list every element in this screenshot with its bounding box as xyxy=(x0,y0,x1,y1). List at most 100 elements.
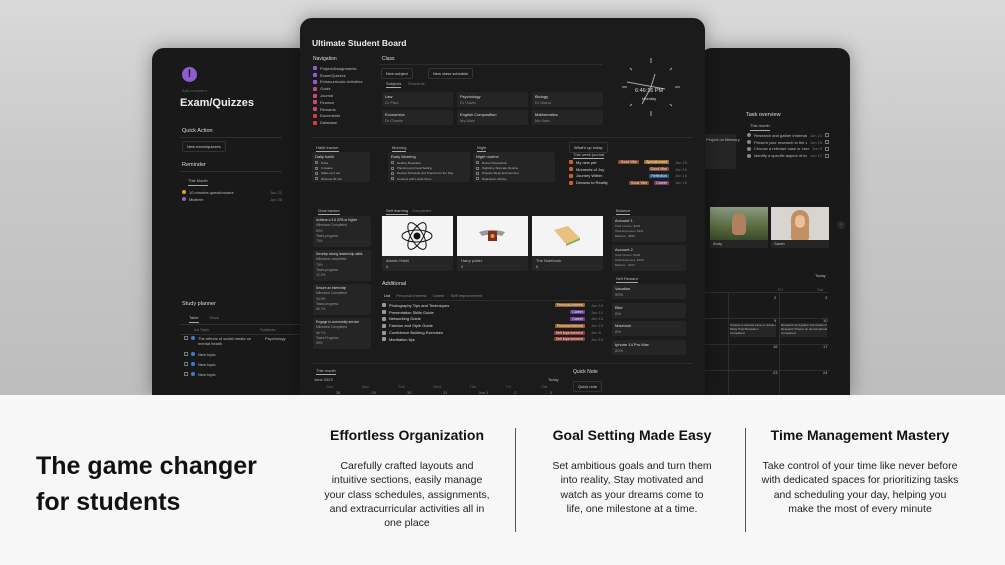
tab-personal-interest[interactable]: Personal Interest xyxy=(396,293,427,298)
checklist-item[interactable]: Connect with Loved Ones xyxy=(391,176,467,181)
goal-card[interactable]: Secure an internship Milestone Completed 3… xyxy=(313,284,371,315)
next-arrow-button[interactable]: › xyxy=(837,221,845,229)
person-card-sarah[interactable]: Sarah xyxy=(771,207,829,248)
tab-subjects[interactable]: Subjects xyxy=(386,81,402,88)
task-checkbox[interactable] xyxy=(825,140,829,145)
table-row[interactable]: The effects of social media on mental he… xyxy=(184,336,304,349)
additional-item[interactable]: Networking Guide Career Jun 14 xyxy=(382,316,603,323)
account-card[interactable]: Account 2 Total income: $336 Total Expense… xyxy=(612,245,686,271)
today-button[interactable]: Today xyxy=(548,377,559,382)
calendar-event[interactable]: Research and gather information fr... Res… xyxy=(781,323,827,337)
subject-card[interactable]: Psychology Dr Gavin xyxy=(457,92,528,107)
tab-self-learning[interactable]: Self learning xyxy=(386,208,409,215)
nav-item[interactable]: Extracurricular Activities xyxy=(313,79,373,86)
additional-item[interactable]: Photography Tips and Techniques Personal … xyxy=(382,302,603,309)
today-button[interactable]: Today xyxy=(815,273,826,278)
checklist-item[interactable]: Nighttime Skincare Routine xyxy=(476,165,552,170)
checkbox[interactable] xyxy=(315,177,318,181)
checklist-item[interactable]: Prepare Sleep Environment xyxy=(476,171,552,176)
reward-card[interactable]: Macbook 0% xyxy=(612,321,686,336)
goal-card[interactable]: Achieve a 3.8 GPA or higher Milestone Com… xyxy=(313,216,371,247)
tab-career[interactable]: Career xyxy=(432,293,445,298)
checklist-item[interactable]: Dinner Preparation xyxy=(476,160,552,165)
tab-show[interactable]: Show xyxy=(209,315,220,320)
checklist-item[interactable]: Relaxation Activity xyxy=(476,176,552,181)
new-exam-button[interactable]: New exam/quizzes xyxy=(182,141,226,152)
checkbox[interactable] xyxy=(476,171,479,175)
new-subject-button[interactable]: New subject xyxy=(381,68,413,79)
checkbox[interactable] xyxy=(315,161,318,165)
checkbox[interactable] xyxy=(476,166,479,170)
checklist-item[interactable]: Wake up 6 am xyxy=(315,171,367,176)
additional-item[interactable]: Presentation Skills Guide Career Jun 12 xyxy=(382,309,603,316)
subject-card[interactable]: Law Dr Paul xyxy=(382,92,453,107)
reward-card[interactable]: Bike 0% xyxy=(612,302,686,318)
book-card-harry-potter[interactable]: Harry potter 0 xyxy=(457,216,528,271)
tab-this-week-journal[interactable]: This week journal xyxy=(573,152,605,159)
nav-item[interactable]: Goals xyxy=(313,85,373,92)
tab-self-improvement[interactable]: Self Improvement xyxy=(450,293,483,298)
additional-item[interactable]: Meditation tips Self improvement Jun 10 xyxy=(382,336,603,343)
book-card-atomic-habit[interactable]: Atomic Habit 0 xyxy=(382,216,453,271)
checklist-item[interactable]: Planning and Goal Setting xyxy=(391,165,467,170)
checklist-item[interactable]: In bearer xyxy=(315,165,367,170)
whats-up-today-button[interactable]: What's up today xyxy=(569,142,608,153)
person-card-andy[interactable]: Andy xyxy=(710,207,768,248)
new-class-schedule-button[interactable]: New class schedule xyxy=(428,68,474,79)
tab-this-month[interactable]: This Month xyxy=(188,178,208,186)
checklist-item[interactable]: Workout 30 min xyxy=(315,176,367,181)
tab-list[interactable]: List xyxy=(384,293,391,298)
nav-item[interactable]: Journal xyxy=(313,92,373,99)
task-checkbox[interactable] xyxy=(825,153,829,158)
checklist-item[interactable]: Healthy Breakfast xyxy=(391,160,467,165)
checkbox[interactable] xyxy=(315,166,318,170)
nav-item[interactable]: Database xyxy=(313,119,373,126)
subject-card[interactable]: Biology Dr Diana xyxy=(532,92,603,107)
reminder-item[interactable]: Midterm Jun 28 xyxy=(182,196,282,203)
task-item[interactable]: Research and gather informatio...Jun 10 xyxy=(747,132,829,139)
goal-card[interactable]: Engage in community service Milestone Com… xyxy=(313,318,371,349)
nav-item[interactable]: Project/Assignments xyxy=(313,65,373,72)
book-card-the-notebook[interactable]: The Notebook 0 xyxy=(532,216,603,271)
nav-item[interactable]: Documents xyxy=(313,113,373,120)
checkbox[interactable] xyxy=(315,171,318,175)
tab-this-month[interactable]: This month xyxy=(316,368,336,375)
checklist-item[interactable]: 8 litre xyxy=(315,160,367,165)
table-row[interactable]: New topic xyxy=(184,349,304,359)
nav-item[interactable]: Rewards xyxy=(313,106,373,113)
calendar-event[interactable]: Choose a relevant case or create a fi...… xyxy=(730,323,776,337)
journal-entry[interactable]: Journey Within Reflection Jun 15 xyxy=(569,173,687,180)
task-checkbox[interactable] xyxy=(825,133,829,138)
task-item[interactable]: Identify a specific aspect of me... Jun 1… xyxy=(747,152,829,159)
goal-card[interactable]: Develop strong leadership skills Mileston… xyxy=(313,250,371,281)
subject-card[interactable]: Mathematics Ms Kate xyxy=(532,110,603,125)
additional-item[interactable]: Confidence Building Exercises Self improv… xyxy=(382,329,603,336)
checkbox[interactable] xyxy=(391,171,394,175)
checkbox[interactable] xyxy=(391,166,394,170)
task-item[interactable]: Present your research to the cla...Jun 1… xyxy=(747,139,829,146)
account-card[interactable]: Account 1 Total income: $336 Total Expense… xyxy=(612,216,686,242)
checkbox[interactable] xyxy=(476,161,479,165)
nav-item[interactable]: Finance xyxy=(313,99,373,106)
journal-entry[interactable]: Moments of Joy Good Vibe Jun 15 xyxy=(569,166,687,173)
journal-entry[interactable]: Dreams to Reality Good Vibe Career Jun 15 xyxy=(569,179,687,186)
tab-schedule[interactable]: Schedule xyxy=(408,81,425,86)
additional-item[interactable]: Fashion and Style Guide Personal interest… xyxy=(382,322,603,329)
subject-card[interactable]: Economics Dr Charlie xyxy=(382,110,453,125)
journal-entry[interactable]: My new pet Good Vibe Special event Jun 15 xyxy=(569,159,687,166)
checkbox[interactable] xyxy=(476,177,479,181)
tab-completed[interactable]: Completed xyxy=(412,208,432,213)
reminder-item[interactable]: 10 minutes questionnaire Jun 21 xyxy=(182,189,282,196)
table-row[interactable]: New topic xyxy=(184,369,304,379)
checkbox[interactable] xyxy=(391,161,394,165)
quick-note-button[interactable]: Quick note xyxy=(573,381,603,392)
project-card[interactable]: Project on Memory xyxy=(706,137,740,142)
nav-item[interactable]: Exam/Quizzes xyxy=(313,72,373,79)
task-checkbox[interactable] xyxy=(825,146,829,151)
tab-this-month[interactable]: This month xyxy=(750,123,770,131)
checklist-item[interactable]: Review Schedule and Prepare for the Day xyxy=(391,171,467,176)
checkbox[interactable] xyxy=(391,177,394,181)
add-comment-link[interactable]: Add comment xyxy=(182,88,207,93)
task-item[interactable]: Choose a relevant case or creat... Jun 9 xyxy=(747,146,829,153)
reward-card[interactable]: Iphone 14 Pro Max 20% xyxy=(612,339,686,355)
